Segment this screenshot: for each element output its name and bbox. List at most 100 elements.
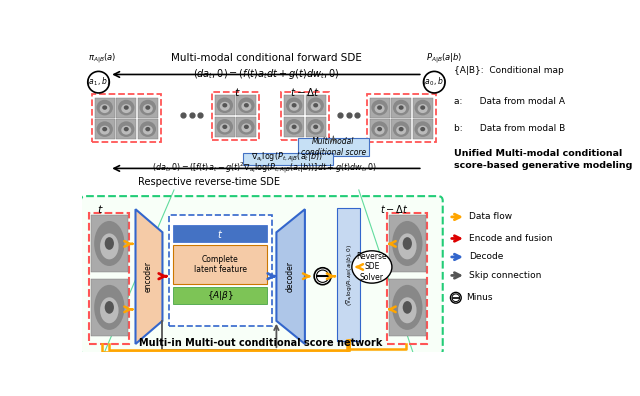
Bar	[95, 97, 115, 118]
Ellipse shape	[241, 123, 252, 132]
Text: Decode: Decode	[469, 253, 503, 261]
Bar	[369, 97, 390, 118]
Ellipse shape	[105, 237, 114, 250]
Ellipse shape	[377, 105, 382, 110]
Ellipse shape	[403, 237, 412, 250]
Polygon shape	[276, 209, 305, 344]
Bar	[91, 215, 128, 272]
Ellipse shape	[374, 104, 385, 113]
Ellipse shape	[403, 301, 412, 314]
Ellipse shape	[143, 104, 153, 113]
Text: encoder: encoder	[144, 261, 153, 292]
Ellipse shape	[396, 104, 406, 113]
FancyBboxPatch shape	[243, 153, 333, 165]
Text: $t$: $t$	[97, 203, 104, 215]
Bar	[306, 117, 326, 137]
Ellipse shape	[292, 125, 296, 129]
Text: Multimodal
conditional score: Multimodal conditional score	[301, 137, 366, 156]
FancyBboxPatch shape	[298, 137, 369, 156]
Ellipse shape	[140, 121, 156, 137]
Ellipse shape	[399, 105, 404, 110]
Ellipse shape	[100, 104, 109, 113]
Circle shape	[314, 268, 331, 285]
Text: $\{A|\beta\}$: $\{A|\beta\}$	[207, 289, 234, 302]
Ellipse shape	[374, 126, 385, 135]
Text: Skip connection: Skip connection	[469, 271, 541, 280]
FancyBboxPatch shape	[173, 287, 267, 304]
Ellipse shape	[371, 100, 388, 115]
Text: {A|B}:  Conditional map: {A|B}: Conditional map	[454, 66, 563, 75]
Ellipse shape	[399, 127, 404, 131]
Ellipse shape	[393, 121, 410, 137]
Ellipse shape	[100, 297, 118, 323]
Bar	[306, 95, 326, 115]
Text: $\nabla_{a_t}\log(P_{t,A|B}(a_t|b))$: $\nabla_{a_t}\log(P_{t,A|B}(a_t|b))$	[252, 151, 323, 166]
Ellipse shape	[118, 100, 134, 115]
Ellipse shape	[289, 123, 299, 132]
Ellipse shape	[124, 127, 129, 131]
Ellipse shape	[392, 221, 422, 266]
Bar	[413, 97, 433, 118]
Text: $t$: $t$	[217, 228, 223, 240]
FancyBboxPatch shape	[81, 196, 443, 355]
Ellipse shape	[396, 126, 406, 135]
Bar	[116, 119, 136, 139]
FancyBboxPatch shape	[173, 225, 267, 242]
Text: $P_{A|B}(a|b)$: $P_{A|B}(a|b)$	[426, 52, 462, 66]
Ellipse shape	[216, 97, 233, 113]
Ellipse shape	[244, 125, 249, 129]
Text: $t - \Delta t$: $t - \Delta t$	[380, 203, 409, 215]
Ellipse shape	[102, 105, 108, 110]
Text: b:      Data from modal B: b: Data from modal B	[454, 124, 564, 133]
Text: Encode and fusion: Encode and fusion	[469, 234, 552, 243]
Text: Unified Multi-modal conditional
score-based generative modeling: Unified Multi-modal conditional score-ba…	[454, 149, 632, 169]
Ellipse shape	[398, 297, 417, 323]
Ellipse shape	[121, 126, 131, 135]
Text: Multi-modal conditional forward SDE: Multi-modal conditional forward SDE	[171, 53, 362, 63]
Text: Data flow: Data flow	[469, 212, 512, 221]
Text: $(a_1, b)$: $(a_1, b)$	[86, 76, 111, 88]
Ellipse shape	[241, 102, 252, 111]
Text: $(\nabla_{a_t}\log(P_{t,A|B}(a_t|b),0)$: $(\nabla_{a_t}\log(P_{t,A|B}(a_t|b),0)$	[344, 244, 354, 306]
Circle shape	[424, 71, 445, 93]
Ellipse shape	[313, 103, 318, 107]
Bar	[116, 97, 136, 118]
Bar	[236, 95, 257, 115]
Ellipse shape	[100, 233, 118, 259]
FancyBboxPatch shape	[168, 215, 272, 326]
Ellipse shape	[418, 126, 428, 135]
Ellipse shape	[415, 100, 431, 115]
Ellipse shape	[94, 285, 124, 330]
Text: $\pi_{A|B}(a)$: $\pi_{A|B}(a)$	[88, 52, 116, 66]
Ellipse shape	[307, 97, 324, 113]
Text: Respective reverse-time SDE: Respective reverse-time SDE	[138, 177, 280, 187]
Ellipse shape	[420, 127, 425, 131]
Text: Minus: Minus	[466, 293, 492, 302]
Text: Multi-in Multi-out conditional score network: Multi-in Multi-out conditional score net…	[138, 338, 382, 348]
Ellipse shape	[352, 251, 392, 283]
Ellipse shape	[100, 126, 109, 135]
Ellipse shape	[121, 104, 131, 113]
Bar	[215, 117, 235, 137]
Ellipse shape	[398, 233, 417, 259]
Ellipse shape	[145, 127, 150, 131]
Text: decoder: decoder	[286, 261, 295, 292]
Text: Reverse
SDE
Solver: Reverse SDE Solver	[356, 252, 387, 282]
Ellipse shape	[220, 102, 230, 111]
Ellipse shape	[124, 105, 129, 110]
Ellipse shape	[97, 121, 113, 137]
Ellipse shape	[310, 123, 321, 132]
Text: a:      Data from modal A: a: Data from modal A	[454, 97, 564, 106]
Text: $(da_t, 0) = (f(t)a_t dt + g(t)dw_t, 0)$: $(da_t, 0) = (f(t)a_t dt + g(t)dw_t, 0)$	[193, 67, 340, 82]
Text: $t - \Delta t$: $t - \Delta t$	[290, 86, 320, 98]
Ellipse shape	[216, 119, 233, 135]
Ellipse shape	[244, 103, 249, 107]
Polygon shape	[136, 209, 163, 344]
Ellipse shape	[307, 119, 324, 135]
Ellipse shape	[418, 104, 428, 113]
Ellipse shape	[420, 105, 425, 110]
Ellipse shape	[238, 119, 255, 135]
Bar	[389, 215, 426, 272]
Bar	[391, 97, 411, 118]
Ellipse shape	[222, 125, 227, 129]
